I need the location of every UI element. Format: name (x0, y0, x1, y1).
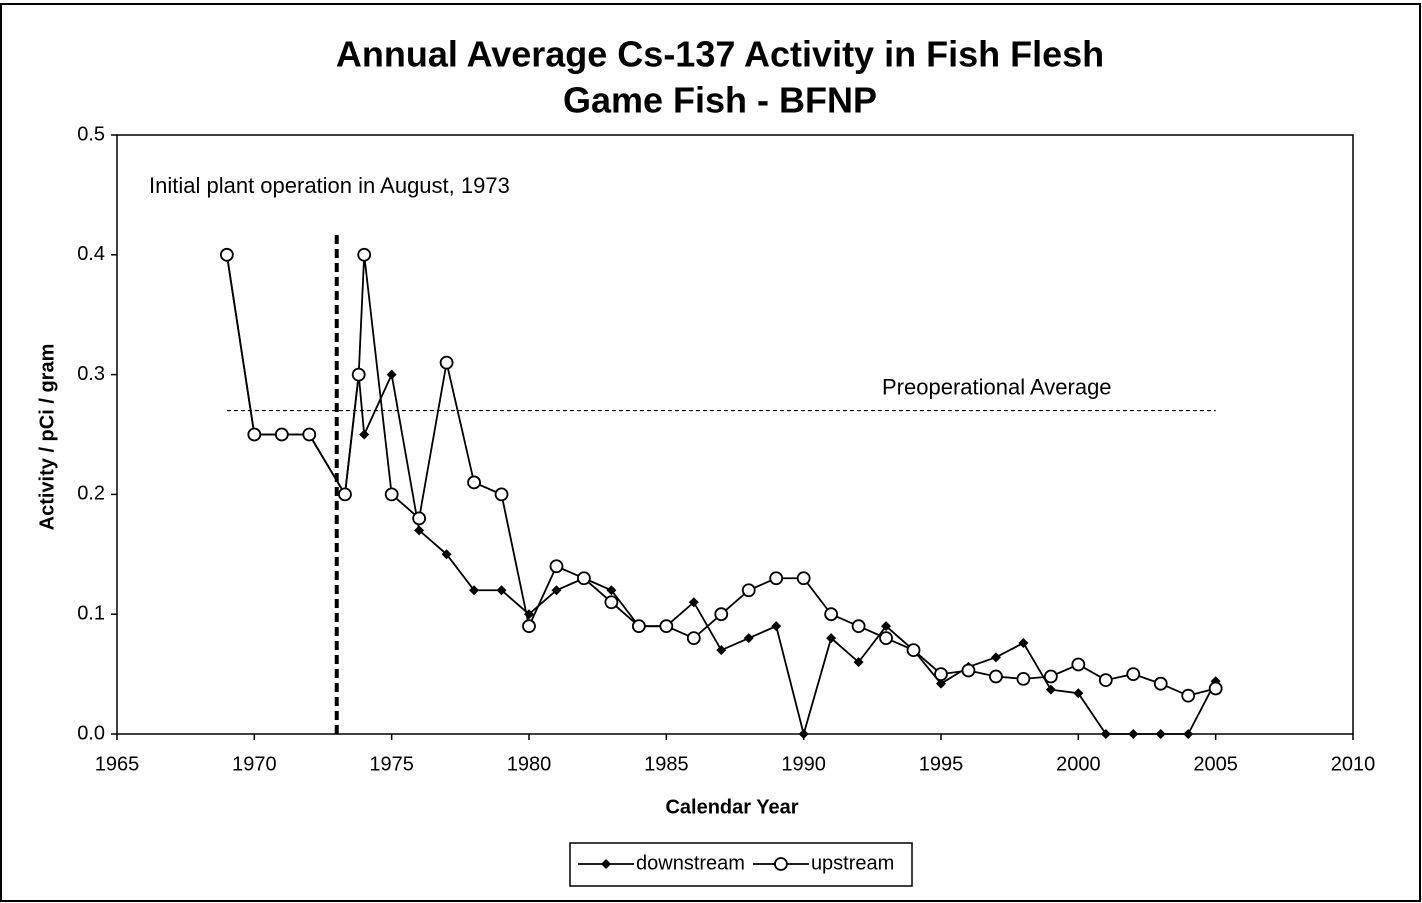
x-tick-label: 1975 (369, 753, 414, 775)
data-point (469, 585, 480, 596)
data-point (351, 367, 366, 382)
data-point (1045, 684, 1056, 695)
chart-title: Annual Average Cs-137 Activity in Fish F… (336, 34, 1104, 75)
data-point (1183, 729, 1194, 739)
data-point (989, 669, 1003, 684)
data-point (906, 643, 921, 658)
data-point (853, 657, 864, 668)
data-point (881, 621, 892, 632)
x-axis-label: Calendar Year (665, 796, 798, 818)
y-axis-label: Activity / pCi / gram (36, 344, 58, 531)
data-point (1073, 688, 1084, 699)
y-tick-label: 0.4 (77, 243, 105, 265)
legend-label: downstream (636, 852, 745, 874)
data-point (688, 597, 699, 608)
data-point (549, 559, 564, 574)
data-point (716, 645, 727, 656)
data-point (769, 571, 784, 586)
reference-label: Preoperational Average (882, 374, 1112, 399)
data-point (714, 607, 729, 622)
data-point (990, 652, 1001, 663)
data-point (1016, 671, 1031, 686)
data-point (824, 607, 839, 622)
legend-marker (774, 857, 788, 871)
data-point (1155, 729, 1166, 739)
data-point (1018, 637, 1029, 648)
data-point (359, 429, 370, 440)
data-point (551, 585, 562, 596)
data-point (631, 619, 646, 634)
x-tick-label: 1980 (507, 753, 552, 775)
data-point (743, 633, 754, 644)
data-point (1043, 669, 1058, 684)
data-point (494, 487, 509, 502)
y-tick-label: 0.5 (77, 123, 105, 145)
data-point (826, 633, 837, 644)
data-point (384, 487, 399, 502)
legend-marker (601, 859, 611, 869)
chart-subtitle: Game Fish - BFNP (563, 80, 877, 121)
data-point (338, 487, 352, 502)
y-tick-label: 0.1 (77, 602, 105, 624)
data-point (441, 549, 452, 560)
data-point (1208, 681, 1223, 696)
data-point (796, 571, 811, 586)
data-point (961, 663, 976, 678)
data-point (1153, 676, 1168, 691)
x-tick-label: 2010 (1331, 753, 1376, 775)
data-point (606, 585, 617, 596)
y-tick-label: 0.0 (77, 722, 105, 744)
data-point (934, 667, 948, 681)
legend-label: upstream (811, 852, 894, 874)
y-tick-label: 0.3 (77, 363, 105, 385)
data-point (659, 619, 674, 634)
data-point (577, 571, 591, 586)
x-tick-label: 2000 (1056, 753, 1101, 775)
data-point (522, 619, 536, 634)
data-point (798, 729, 809, 739)
data-point (1071, 657, 1086, 672)
x-tick-label: 1995 (919, 753, 964, 775)
data-point (686, 631, 701, 646)
x-tick-label: 1965 (95, 753, 140, 775)
data-point (879, 631, 893, 646)
data-point (1128, 729, 1139, 739)
x-tick-label: 1985 (644, 753, 689, 775)
frame (0, 3, 1421, 902)
data-point (771, 621, 782, 632)
data-point (1098, 673, 1113, 687)
data-point (302, 427, 317, 442)
data-point (524, 609, 534, 620)
data-point (936, 678, 946, 689)
y-tick-label: 0.2 (77, 483, 105, 505)
annotation: Initial plant operation in August, 1973 (149, 173, 510, 198)
x-tick-label: 1990 (781, 753, 826, 775)
data-point (1126, 667, 1141, 681)
x-tick-label: 1970 (232, 753, 277, 775)
data-point (741, 583, 756, 598)
x-tick-label: 2005 (1193, 753, 1238, 775)
plot-area (116, 134, 1354, 735)
data-point (386, 369, 397, 380)
series-line (225, 254, 1216, 697)
data-point (496, 585, 507, 596)
data-point (414, 525, 425, 536)
data-point (357, 247, 372, 262)
data-point (247, 427, 262, 442)
data-point (412, 511, 427, 526)
data-point (851, 619, 866, 634)
data-point (439, 355, 454, 370)
data-point (274, 427, 289, 442)
data-point (1181, 688, 1196, 703)
data-point (604, 595, 619, 610)
data-point (219, 247, 234, 262)
series-line (225, 254, 1217, 738)
data-point (1100, 729, 1111, 739)
data-point (467, 475, 481, 490)
